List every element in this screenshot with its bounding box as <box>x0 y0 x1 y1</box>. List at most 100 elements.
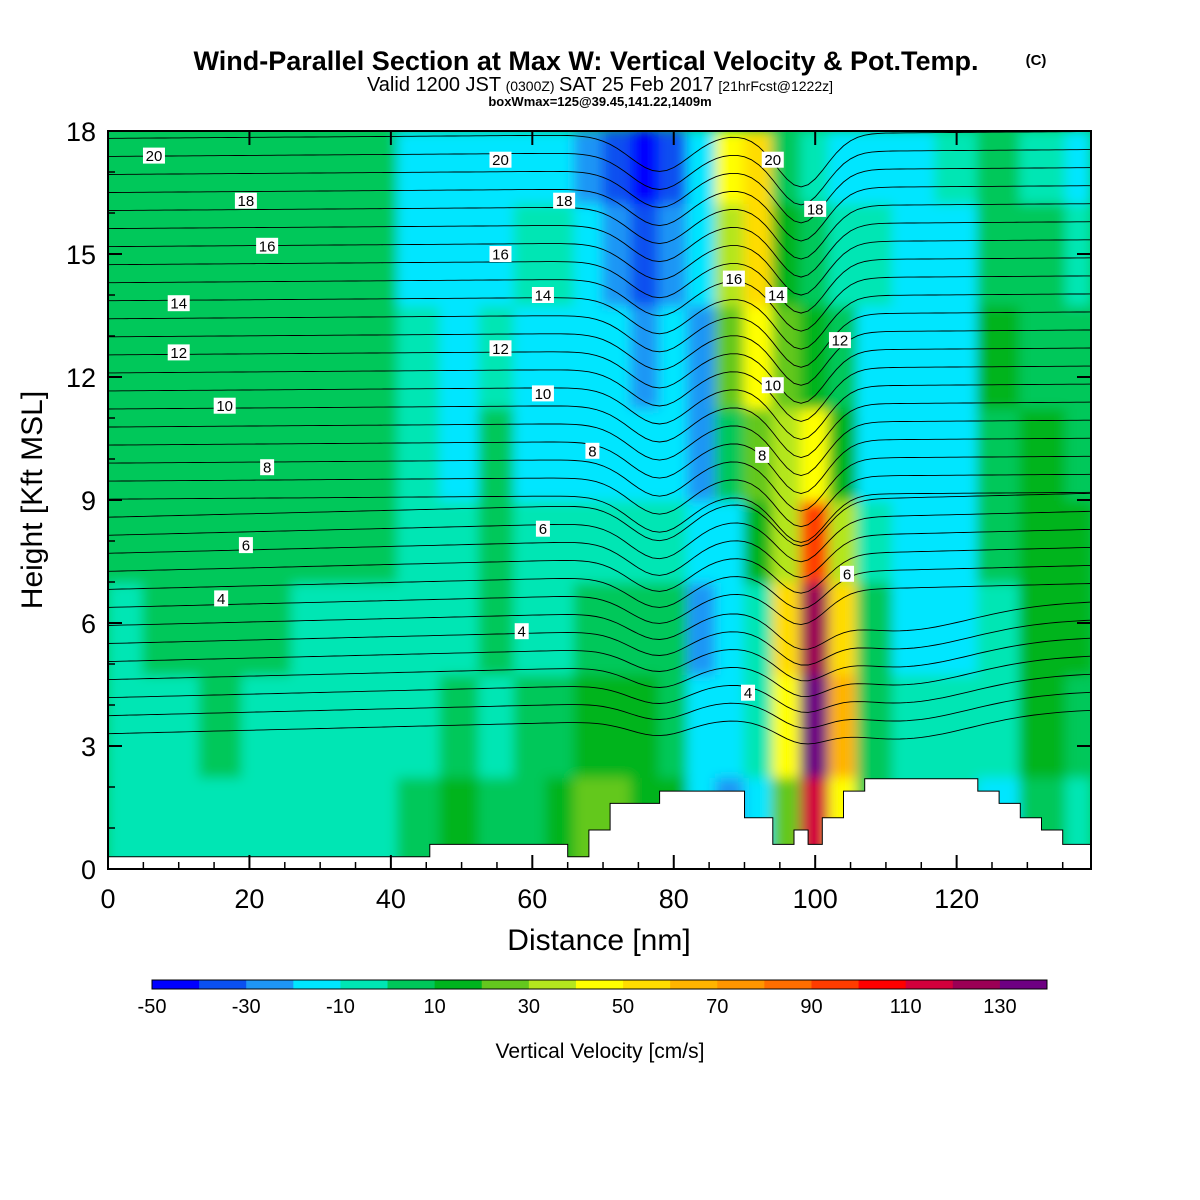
velocity-cell <box>1019 304 1068 409</box>
x-tick-label: 80 <box>659 884 689 914</box>
velocity-cell <box>658 673 689 778</box>
theta-label: 20 <box>764 152 781 169</box>
theta-label-box <box>514 623 529 640</box>
colorbar-swatch <box>905 980 954 989</box>
theta-label: 6 <box>242 538 250 555</box>
theta-contour <box>108 203 1091 260</box>
velocity-cell <box>743 581 774 676</box>
velocity-cell <box>602 201 633 307</box>
velocity-cell <box>439 406 481 501</box>
velocity-cell <box>478 499 516 583</box>
theta-label: 18 <box>556 193 573 210</box>
velocity-cell <box>573 673 605 778</box>
theta-contour <box>108 221 1091 278</box>
velocity-cell <box>290 673 350 778</box>
valid-date: SAT 25 Feb 2017 <box>559 74 714 96</box>
velocity-cell <box>290 775 350 869</box>
velocity-cell <box>347 581 399 676</box>
theta-label-box <box>531 385 554 402</box>
theta-contour <box>108 673 1091 713</box>
velocity-cell <box>396 304 442 409</box>
colorbar-tick-label: 70 <box>706 996 728 1018</box>
velocity-cell <box>241 406 293 501</box>
velocity-cell <box>396 581 442 676</box>
velocity-cell <box>1065 131 1091 204</box>
velocity-cell <box>241 201 293 307</box>
velocity-cell <box>976 499 1022 583</box>
velocity-cell <box>934 304 979 409</box>
velocity-cell <box>142 581 201 676</box>
theta-contour <box>108 691 1091 729</box>
theta-label: 4 <box>518 624 526 641</box>
velocity-cell <box>686 201 718 307</box>
colorbar-tick-label: -30 <box>232 996 261 1018</box>
velocity-cell <box>142 201 201 307</box>
velocity-cell <box>686 406 718 501</box>
colorbar-frame <box>151 979 1048 990</box>
velocity-cell <box>513 406 548 501</box>
velocity-cell <box>396 499 442 583</box>
theta-label-box <box>553 192 576 209</box>
velocity-cell <box>347 499 399 583</box>
velocity-cell <box>347 406 399 501</box>
theta-contour <box>108 583 1091 626</box>
velocity-cell <box>573 499 605 583</box>
velocity-cell <box>891 406 937 501</box>
colorbar-tick-label: -50 <box>138 996 167 1018</box>
theta-label-box <box>260 459 275 476</box>
velocity-cell <box>976 673 1022 778</box>
velocity-cell <box>1019 406 1068 501</box>
theta-label: 12 <box>832 333 849 350</box>
colorbar-swatch <box>717 980 765 989</box>
theta-contour <box>108 619 1091 666</box>
y-tick-label: 12 <box>66 363 96 393</box>
theta-label-box <box>722 270 745 287</box>
colorbar-swatch <box>199 980 247 989</box>
theta-contour <box>108 149 1091 206</box>
velocity-cell <box>771 581 803 676</box>
velocity-cell <box>602 304 633 409</box>
theta-label-box <box>214 590 229 607</box>
axes: 0 20 40 60 80 100 120 0 3 6 9 12 15 18 <box>66 117 1091 914</box>
theta-label-box <box>828 332 851 349</box>
theta-contour <box>108 492 1091 547</box>
velocity-cell <box>891 673 937 778</box>
box-wmax-subtitle: boxWmax=125@39.45,141.22,1409m <box>488 94 711 109</box>
theta-label: 12 <box>492 341 509 358</box>
theta-contour <box>108 185 1091 242</box>
y-tick-label: 9 <box>81 486 96 516</box>
plot-area: 20 18 16 14 12 10 8 6 4 20 18 16 14 12 10 8 6 4 20 18 16 14 12… <box>108 131 1091 869</box>
velocity-cell <box>602 673 633 778</box>
theta-label-box <box>761 377 784 394</box>
y-tick-label: 6 <box>81 609 96 639</box>
velocity-cell <box>771 499 803 583</box>
velocity-cell <box>241 775 293 869</box>
terrain-mask <box>108 778 1091 869</box>
velocity-cell <box>1065 499 1091 583</box>
velocity-cell <box>1065 304 1091 409</box>
x-tick-label: 40 <box>376 884 406 914</box>
velocity-cell <box>602 406 633 501</box>
velocity-cell <box>630 673 661 778</box>
velocity-cell <box>290 201 350 307</box>
velocity-cell <box>396 201 442 307</box>
velocity-cell <box>478 581 516 676</box>
velocity-cell <box>658 201 689 307</box>
velocity-cell <box>686 499 718 583</box>
theta-label-box <box>489 151 512 168</box>
velocity-cell <box>439 499 481 583</box>
theta-label: 18 <box>807 201 824 218</box>
theta-contour <box>108 167 1091 224</box>
theta-contour <box>108 655 1091 698</box>
x-tick-label: 100 <box>793 884 838 914</box>
velocity-cell <box>976 406 1022 501</box>
colorbar-swatch <box>764 980 812 989</box>
velocity-cell <box>198 499 244 583</box>
velocity-cell <box>715 304 746 409</box>
y-tick-label: 3 <box>81 732 96 762</box>
velocity-cell <box>630 406 661 501</box>
colorbar-swatch <box>246 980 294 989</box>
valid-prefix: Valid 1200 JST <box>367 74 501 96</box>
